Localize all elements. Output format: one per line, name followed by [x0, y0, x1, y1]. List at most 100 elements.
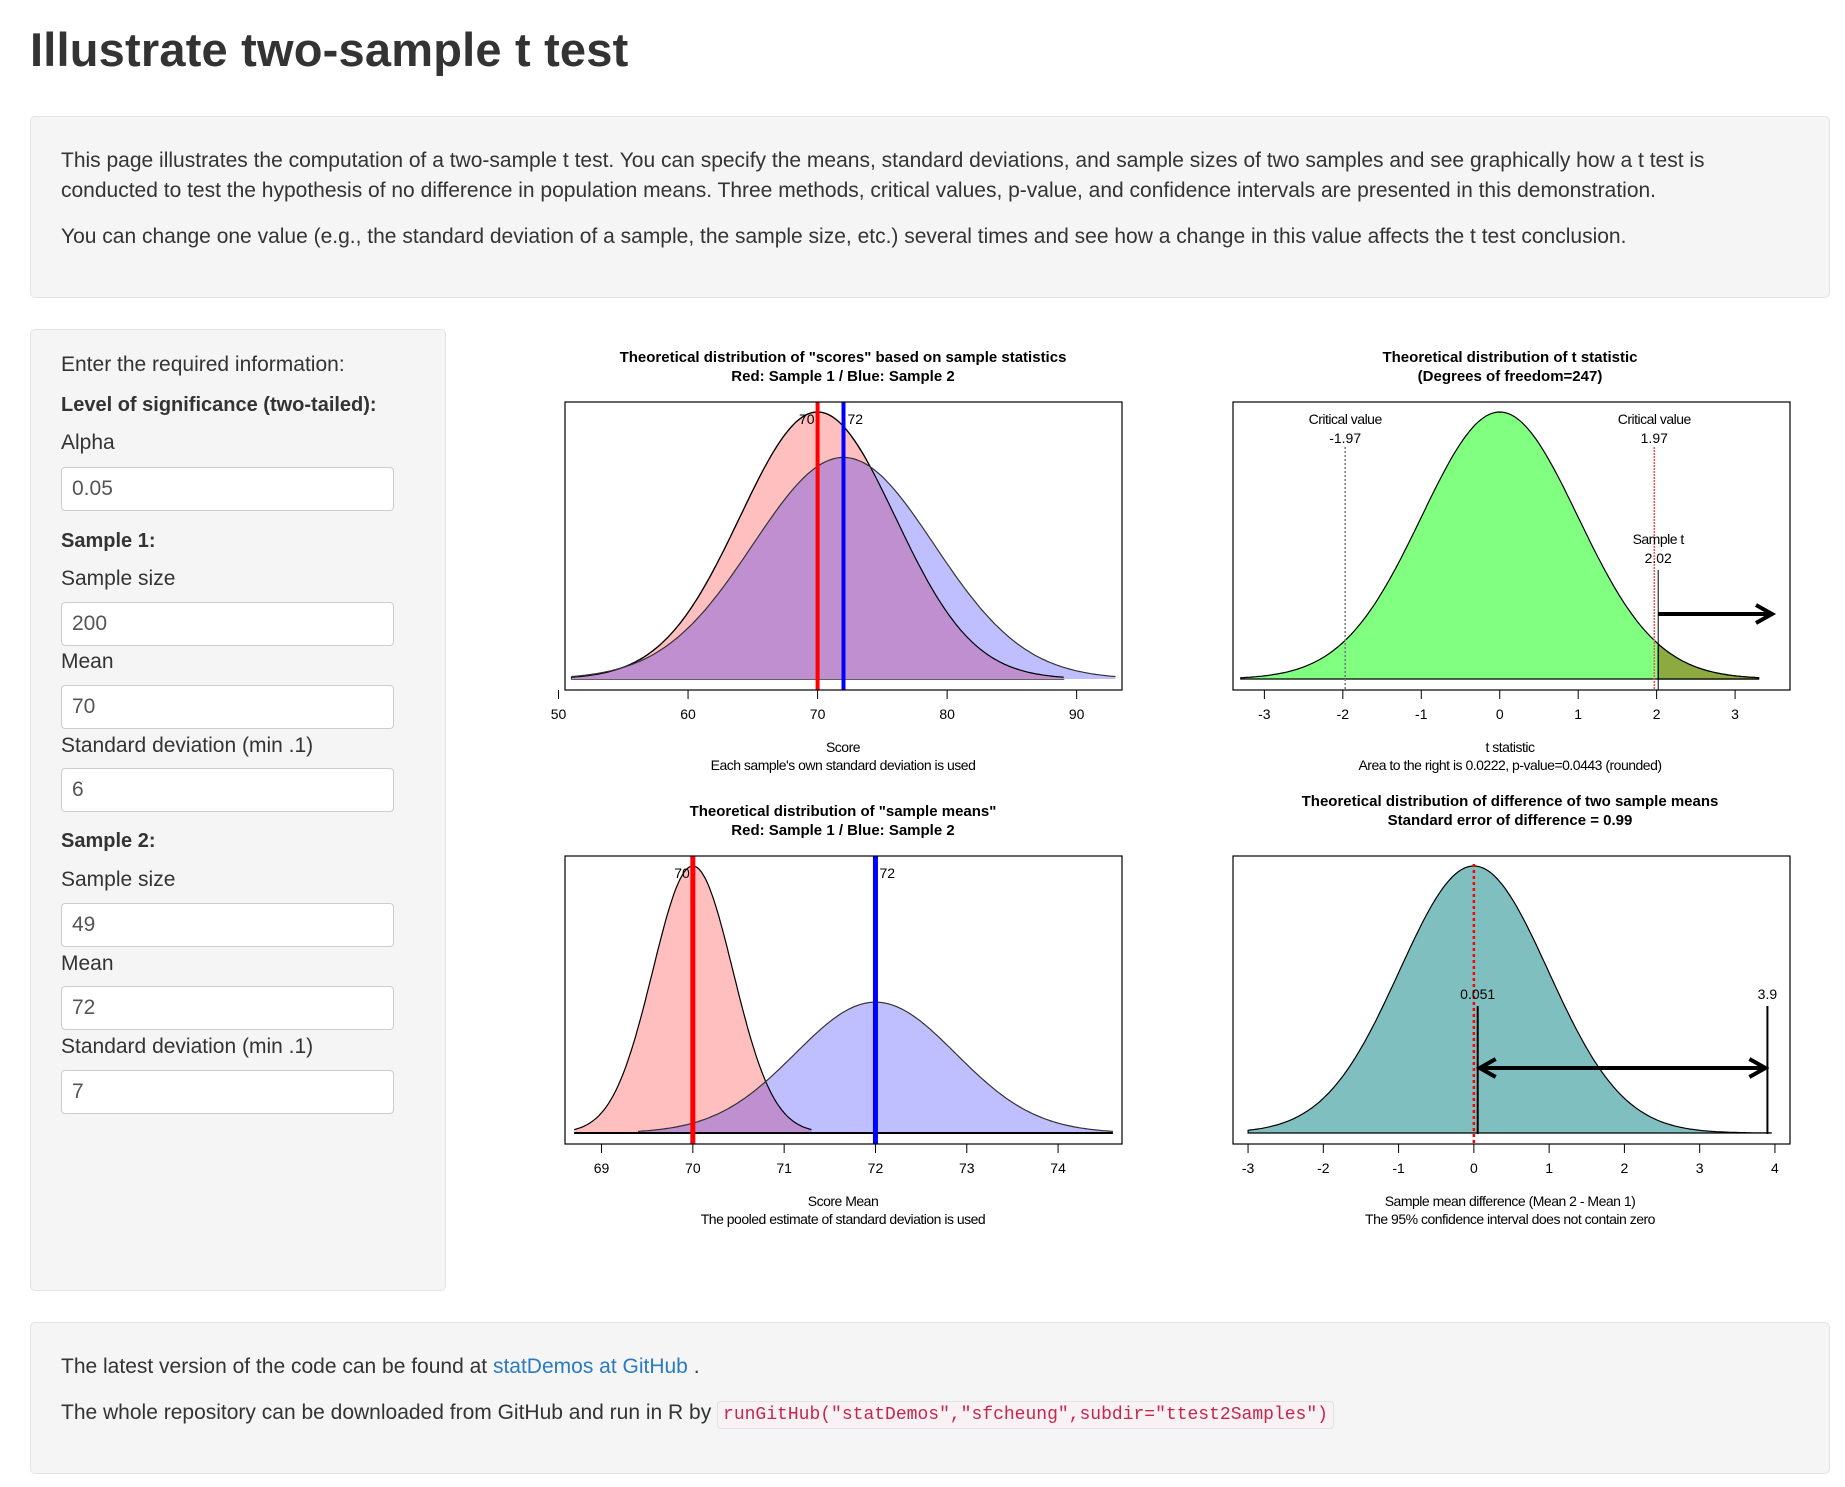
page-title: Illustrate two-sample t test	[30, 23, 629, 76]
difference-density	[1247, 865, 1772, 1134]
x-tick-label: 60	[680, 706, 696, 722]
sample1-mean-label: 70	[799, 411, 815, 427]
x-tick-label: -1	[1392, 1160, 1405, 1176]
arrow-head	[1755, 603, 1777, 625]
sample2-sd-label: Standard deviation (min .1)	[61, 1035, 314, 1058]
ci-low-label: 0.051	[1460, 986, 1495, 1002]
x-tick-label: -2	[1337, 706, 1350, 722]
x-tick-label: 3	[1731, 706, 1739, 722]
x-tick-label: 0	[1470, 1160, 1478, 1176]
critical-high-title: Critical value	[1618, 411, 1692, 427]
chart-subtitle: (Degrees of freedom=247)	[1418, 368, 1603, 385]
x-tick-label: 73	[959, 1160, 975, 1176]
chart-subtitle: Red: Sample 1 / Blue: Sample 2	[731, 368, 954, 385]
x-tick-label: -1	[1415, 706, 1428, 722]
x-tick-label: 0	[1496, 706, 1504, 722]
input-sidebar: Enter the required information: Level of…	[30, 329, 446, 1291]
sample1-mean-label: Mean	[61, 650, 114, 673]
x-axis-label: Score Mean	[808, 1193, 878, 1209]
footer-line-1-suffix: .	[687, 1355, 700, 1378]
chart-title: Theoretical distribution of "scores" bas…	[620, 349, 1067, 366]
x-tick-label: 1	[1545, 1160, 1553, 1176]
x-tick-label: 70	[810, 706, 826, 722]
github-link[interactable]: statDemos at GitHub	[492, 1355, 688, 1378]
chart-note: Area to the right is 0.0222, p-value=0.0…	[1358, 757, 1661, 773]
overlap-density	[638, 1082, 812, 1133]
chart-subtitle: Standard error of difference = 0.99	[1388, 812, 1633, 829]
x-tick-label: 2	[1653, 706, 1661, 722]
sample-t-value: 2.02	[1645, 550, 1672, 566]
chart-title: Theoretical distribution of difference o…	[1302, 793, 1719, 810]
sample1-mean-input[interactable]	[61, 685, 394, 729]
footer-line-1-prefix: The latest version of the code can be fo…	[61, 1355, 493, 1378]
critical-high-value: 1.97	[1641, 430, 1668, 446]
plot-frame	[564, 855, 1123, 1145]
sample2-mean-input[interactable]	[61, 986, 394, 1030]
chart-means: Theoretical distribution of "sample mean…	[564, 803, 1123, 1227]
x-tick-label: 72	[868, 1160, 884, 1176]
plot-frame	[564, 401, 1123, 691]
x-axis-label: t statistic	[1486, 739, 1535, 755]
x-tick-label: 74	[1050, 1160, 1066, 1176]
critical-low-value: -1.97	[1329, 430, 1361, 446]
x-tick-label: 80	[939, 706, 955, 722]
alpha-label: Alpha	[61, 431, 115, 454]
ci-high-label: 3.9	[1758, 986, 1778, 1002]
sample2-sd-input[interactable]	[61, 1070, 394, 1114]
x-axis-label: Score	[826, 739, 861, 755]
arrow-head	[1475, 1057, 1497, 1079]
sample1-sd-input[interactable]	[61, 768, 394, 812]
chart-diff: Theoretical distribution of difference o…	[1232, 793, 1791, 1227]
arrow-head	[1748, 1057, 1770, 1079]
sample2-size-input[interactable]	[61, 903, 394, 947]
sample1-mean-label: 70	[674, 865, 690, 881]
footer-panel: The latest version of the code can be fo…	[30, 1322, 1830, 1474]
chart-scores: Theoretical distribution of "scores" bas…	[551, 349, 1123, 773]
chart-t: Theoretical distribution of t statistic (…	[1232, 349, 1791, 773]
significance-heading: Level of significance (two-tailed):	[61, 394, 377, 416]
critical-low-title: Critical value	[1309, 411, 1383, 427]
chart-subtitle: Red: Sample 1 / Blue: Sample 2	[731, 822, 954, 839]
chart-note: The 95% confidence interval does not con…	[1365, 1211, 1656, 1227]
x-tick-label: 69	[594, 1160, 610, 1176]
alpha-input[interactable]	[61, 467, 394, 511]
x-tick-label: 2	[1621, 1160, 1629, 1176]
plot-frame	[1232, 855, 1791, 1145]
sidebar-heading: Enter the required information:	[61, 353, 345, 376]
x-tick-label: 1	[1574, 706, 1582, 722]
sample2-heading: Sample 2:	[61, 830, 156, 852]
chart-note: The pooled estimate of standard deviatio…	[701, 1211, 985, 1227]
sample-t-title: Sample t	[1633, 531, 1685, 547]
x-tick-label: 50	[551, 706, 567, 722]
sample1-size-label: Sample size	[61, 567, 176, 590]
sample2-mean-label: 72	[879, 865, 895, 881]
x-tick-label: -3	[1242, 1160, 1255, 1176]
sample2-size-label: Sample size	[61, 868, 176, 891]
plot-frame	[1232, 401, 1791, 691]
x-tick-label: -2	[1317, 1160, 1330, 1176]
footer-line-1: The latest version of the code can be fo…	[61, 1351, 1799, 1383]
chart-title: Theoretical distribution of "sample mean…	[690, 803, 997, 820]
sample1-size-input[interactable]	[61, 602, 394, 646]
x-tick-label: -3	[1258, 706, 1271, 722]
x-tick-label: 3	[1696, 1160, 1704, 1176]
sample2-mean-label: 72	[848, 411, 864, 427]
intro-paragraph-2: You can change one value (e.g., the stan…	[61, 225, 1627, 248]
sample2-mean-label: Mean	[61, 952, 114, 975]
chart-title: Theoretical distribution of t statistic	[1382, 349, 1637, 366]
intro-panel: This page illustrates the computation of…	[30, 116, 1830, 298]
footer-line-2: The whole repository can be downloaded f…	[61, 1397, 1799, 1431]
intro-paragraph-1: This page illustrates the computation of…	[61, 149, 1705, 202]
chart-note: Each sample's own standard deviation is …	[711, 757, 976, 773]
sample1-heading: Sample 1:	[61, 530, 156, 552]
x-axis-label: Sample mean difference (Mean 2 - Mean 1)	[1385, 1193, 1636, 1209]
footer-line-2-prefix: The whole repository can be downloaded f…	[61, 1401, 718, 1424]
x-tick-label: 4	[1771, 1160, 1779, 1176]
rungithub-code: runGitHub("statDemos","sfcheung",subdir=…	[717, 1401, 1334, 1429]
t-tail-area	[1657, 642, 1760, 680]
x-tick-label: 71	[776, 1160, 792, 1176]
x-tick-label: 90	[1069, 706, 1085, 722]
x-tick-label: 70	[685, 1160, 701, 1176]
sample1-sd-label: Standard deviation (min .1)	[61, 734, 314, 757]
